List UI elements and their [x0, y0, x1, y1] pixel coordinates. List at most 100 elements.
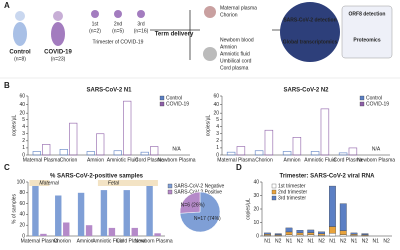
- legend-label: SARS-CoV-2 Negative: [174, 183, 225, 189]
- legend-swatch: [159, 101, 165, 107]
- box: [226, 151, 236, 156]
- analysis-label: ORF8 detection: [349, 11, 386, 17]
- label: (n=8): [14, 56, 26, 62]
- bar: [296, 232, 304, 236]
- x-tick-label: Chorion: [255, 157, 273, 163]
- y-tick-label: 40: [253, 179, 259, 185]
- newborn-icon: [203, 47, 217, 61]
- box: [254, 150, 264, 156]
- legend-label: Control: [366, 95, 382, 101]
- bar: [146, 184, 153, 236]
- box: [32, 151, 41, 156]
- label: COVID-19: [44, 50, 72, 56]
- box: [86, 151, 95, 156]
- y-tick-label: 30: [253, 193, 259, 199]
- box: [69, 122, 78, 156]
- y-tick-label: 20: [19, 223, 25, 229]
- y-tick-label: 1: [216, 145, 219, 151]
- x-tick-label: N2: [318, 238, 325, 244]
- legend-swatch: [271, 195, 277, 201]
- y-axis-label: copies/µL: [245, 198, 251, 220]
- box: [282, 151, 292, 156]
- y-tick-label: 60: [19, 201, 25, 207]
- x-tick-label: N1: [329, 238, 336, 244]
- panel-label: B: [4, 81, 10, 90]
- panel-label: A: [4, 1, 10, 10]
- box: [150, 146, 159, 156]
- bar: [55, 195, 62, 236]
- box: [348, 147, 358, 156]
- box: [140, 151, 149, 156]
- x-tick-label: N2: [275, 238, 282, 244]
- box: [338, 152, 348, 156]
- box: [123, 100, 132, 156]
- annotation: N/A: [172, 146, 181, 152]
- pie-label: N=17 (74%): [194, 216, 221, 222]
- y-axis-label: copies/µL: [205, 115, 211, 137]
- legend-swatch: [359, 101, 365, 107]
- box: [236, 146, 246, 156]
- label: Control: [9, 50, 31, 56]
- y-tick-label: 1: [22, 145, 25, 151]
- bar: [264, 234, 271, 236]
- label: 1st: [92, 21, 99, 27]
- bar: [307, 234, 315, 237]
- x-tick-label: Amniotic Fluid: [107, 157, 139, 163]
- legend-swatch: [167, 183, 173, 189]
- panel-label: D: [236, 163, 242, 172]
- label: 2nd: [114, 21, 123, 27]
- bar: [296, 234, 304, 237]
- y-tick-label: 40: [19, 102, 25, 108]
- x-tick-label: Maternal Plasma: [217, 157, 255, 163]
- sample-label: Amnion: [220, 44, 237, 50]
- analysis-box: [341, 5, 393, 59]
- x-tick-label: Amniotic Fluid: [304, 157, 336, 163]
- bar: [361, 233, 369, 235]
- bar: [350, 234, 358, 236]
- y-tick-label: 0: [216, 152, 219, 158]
- bar: [307, 232, 315, 235]
- y-tick-label: 0: [22, 233, 25, 239]
- group-label: Fetal: [108, 180, 120, 186]
- sample-label: Chorion: [220, 12, 238, 18]
- bar: [329, 185, 336, 227]
- y-tick-label: 4: [22, 124, 25, 130]
- label: (n=23): [51, 56, 66, 62]
- x-tick-label: Chorion: [53, 238, 71, 244]
- sample-label: Amniotic fluid: [220, 51, 250, 57]
- legend-label: 2nd trimester: [278, 189, 308, 195]
- sample-label: Umbilical cord: [220, 58, 252, 64]
- bar: [318, 231, 325, 234]
- box: [113, 150, 122, 156]
- y-axis-label: % of samples: [11, 193, 17, 224]
- panel-label: C: [4, 163, 10, 172]
- legend-label: 1st trimester: [278, 183, 306, 189]
- box: [310, 151, 320, 156]
- legend-swatch: [359, 95, 365, 101]
- legend-swatch: [159, 95, 165, 101]
- bar: [350, 232, 358, 235]
- x-tick-label: N1: [373, 238, 380, 244]
- box: [292, 137, 302, 156]
- x-tick-label: N1: [308, 238, 315, 244]
- bar: [329, 233, 336, 237]
- covid-icon: [51, 11, 65, 46]
- label: Trimester of COVID-19: [93, 39, 144, 45]
- x-tick-label: N2: [340, 238, 347, 244]
- bar: [339, 230, 347, 235]
- group-header: [97, 180, 158, 186]
- analysis-label: SARS-CoV-2 detection: [283, 17, 336, 23]
- legend-label: 3rd trimester: [278, 195, 306, 201]
- box: [59, 149, 68, 156]
- analysis-label: Global transcriptomics: [283, 39, 338, 45]
- x-tick-label: Amnion: [284, 157, 301, 163]
- annotation: N/A: [372, 146, 381, 152]
- y-tick-label: 40: [19, 212, 25, 218]
- chart-title: Trimester: SARS-CoV-2 viral RNA: [279, 174, 375, 180]
- label: (n=2): [89, 28, 101, 34]
- x-tick-label: N1: [286, 238, 293, 244]
- legend-swatch: [167, 189, 173, 195]
- x-tick-label: Amnion: [77, 238, 94, 244]
- bar: [131, 227, 138, 236]
